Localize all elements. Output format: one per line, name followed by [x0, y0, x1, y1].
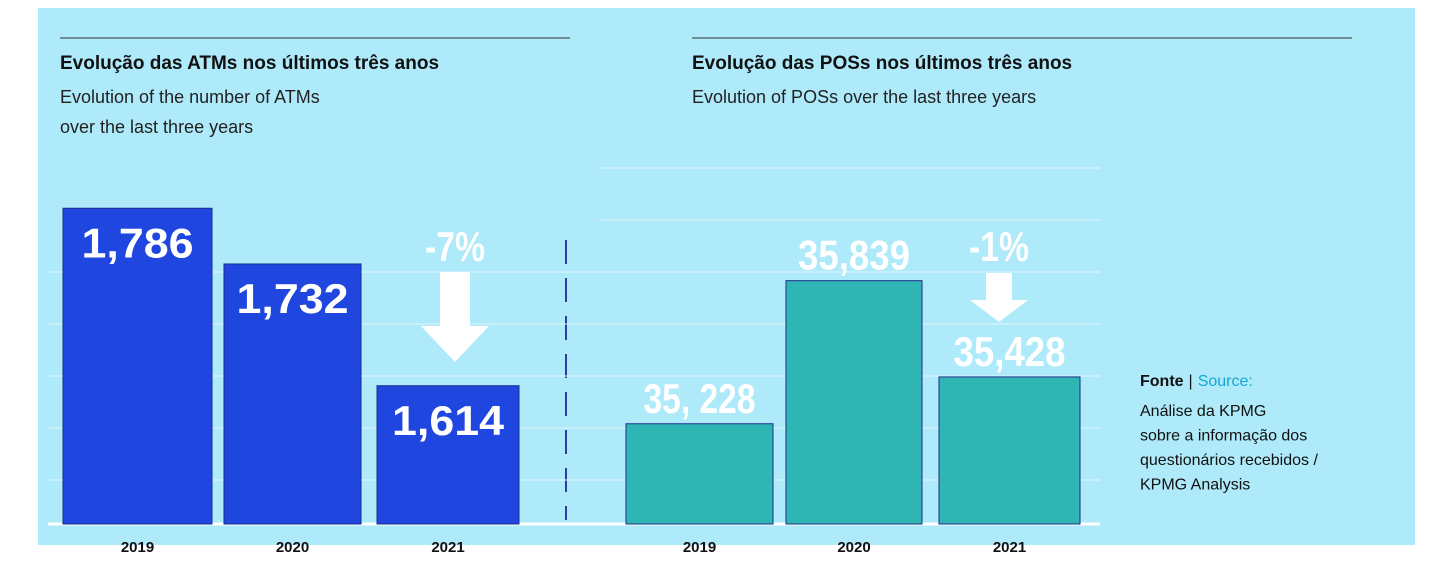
source-line: Análise da KPMG — [1140, 403, 1266, 420]
value-label: 35, 228 — [644, 375, 756, 422]
source-heading: Fonte | Source: — [1140, 373, 1253, 390]
value-label: 1,732 — [237, 275, 349, 322]
bar — [785, 280, 923, 525]
value-label: 35,428 — [954, 328, 1066, 375]
chart-title: Evolução das POSs nos últimos três anos — [692, 53, 1072, 74]
arrow — [970, 273, 1028, 322]
x-tick-label: 2021 — [993, 539, 1026, 556]
x-tick-label: 2019 — [683, 539, 716, 556]
annotation: -1% — [969, 223, 1029, 270]
x-tick-label: 2020 — [276, 539, 309, 556]
bar — [376, 385, 520, 525]
bar — [625, 423, 774, 525]
source-label-en: Source: — [1198, 373, 1253, 390]
value-label: 1,614 — [392, 397, 505, 444]
value-label: 1,786 — [82, 219, 194, 266]
source-label: Fonte — [1140, 373, 1184, 390]
value-label: 35,839 — [798, 232, 910, 279]
source-separator: | — [1189, 373, 1193, 390]
chart-title: Evolução das ATMs nos últimos três anos — [60, 53, 439, 74]
arrow — [421, 272, 489, 362]
chart-subtitle: over the last three years — [60, 117, 253, 137]
chart-subtitle: Evolution of POSs over the last three ye… — [692, 87, 1036, 107]
bar — [62, 207, 213, 525]
x-tick-label: 2021 — [431, 539, 464, 556]
bar — [938, 376, 1081, 525]
source-line: questionários recebidos / — [1140, 452, 1318, 469]
x-tick-label: 2020 — [837, 539, 870, 556]
bar — [223, 263, 362, 525]
x-tick-label: 2019 — [121, 539, 154, 556]
source-line: KPMG Analysis — [1140, 477, 1250, 494]
chart-subtitle: Evolution of the number of ATMs — [60, 87, 320, 107]
source-line: sobre a informação dos — [1140, 428, 1307, 445]
annotation: -7% — [425, 223, 485, 270]
